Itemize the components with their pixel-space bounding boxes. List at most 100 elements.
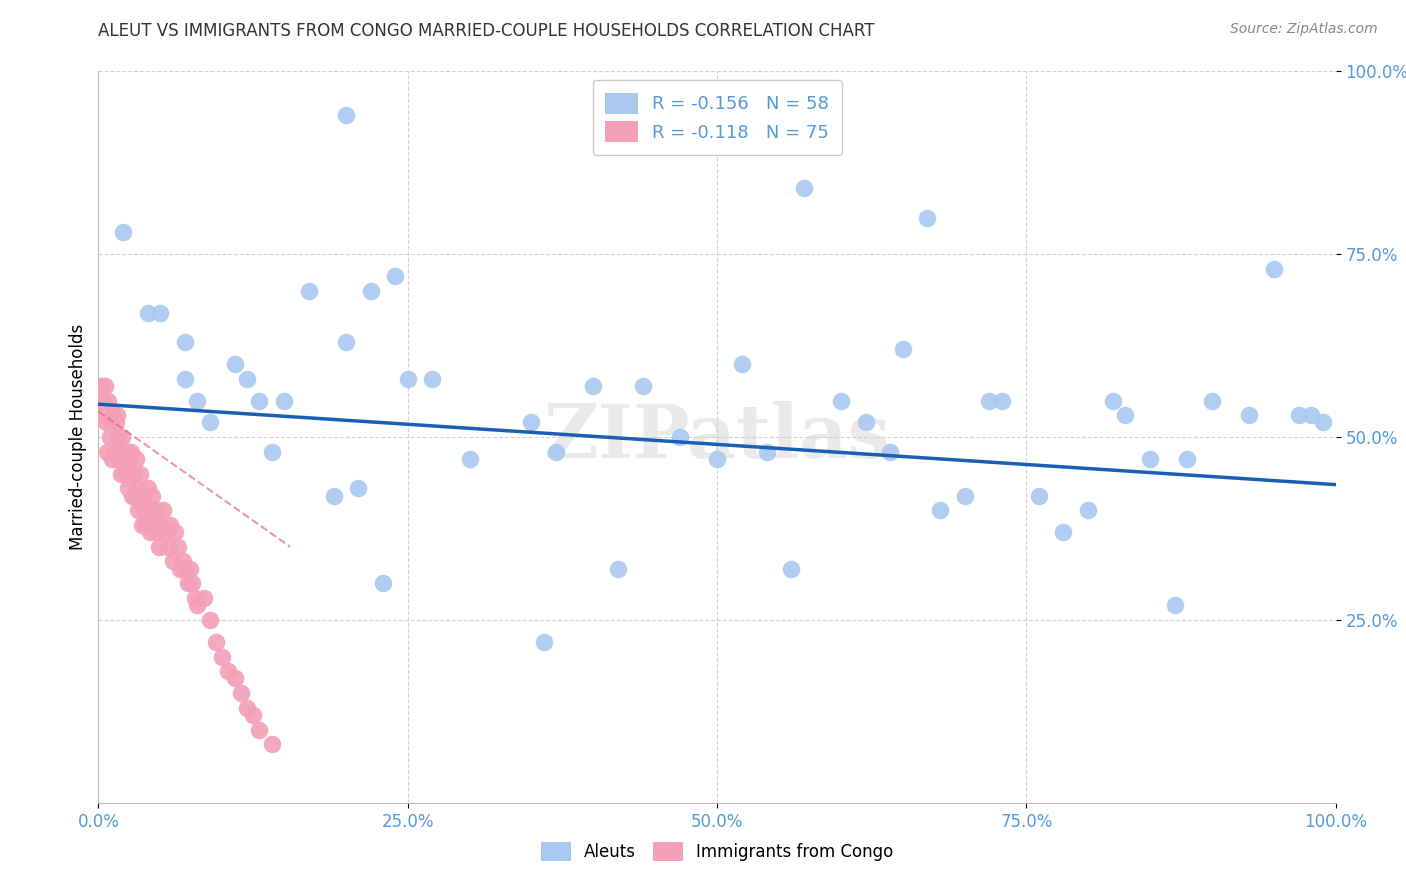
- Point: [520, 416, 543, 430]
- Point: [138, 503, 160, 517]
- Point: [114, 452, 136, 467]
- Point: [1263, 261, 1285, 276]
- Point: [979, 393, 1001, 408]
- Point: [706, 452, 728, 467]
- Point: [179, 562, 201, 576]
- Point: [1102, 393, 1125, 408]
- Legend: Aleuts, Immigrants from Congo: Aleuts, Immigrants from Congo: [534, 835, 900, 868]
- Point: [176, 576, 198, 591]
- Point: [148, 540, 170, 554]
- Point: [830, 393, 852, 408]
- Point: [156, 540, 179, 554]
- Point: [174, 562, 197, 576]
- Point: [224, 357, 246, 371]
- Point: [335, 334, 357, 349]
- Point: [211, 649, 233, 664]
- Point: [1201, 393, 1223, 408]
- Point: [953, 489, 976, 503]
- Point: [360, 284, 382, 298]
- Point: [145, 525, 167, 540]
- Point: [128, 489, 150, 503]
- Point: [236, 371, 259, 385]
- Point: [112, 225, 135, 239]
- Point: [104, 416, 127, 430]
- Point: [1312, 416, 1334, 430]
- Point: [93, 379, 115, 393]
- Point: [1052, 525, 1074, 540]
- Point: [891, 343, 914, 357]
- Point: [184, 591, 207, 605]
- Point: [108, 452, 131, 467]
- Point: [110, 467, 132, 481]
- Point: [224, 672, 246, 686]
- Point: [97, 393, 120, 408]
- Point: [143, 517, 166, 532]
- Point: [143, 503, 166, 517]
- Point: [169, 562, 191, 576]
- Point: [396, 371, 419, 385]
- Point: [198, 416, 221, 430]
- Point: [112, 444, 135, 458]
- Point: [94, 416, 117, 430]
- Point: [132, 489, 155, 503]
- Point: [298, 284, 321, 298]
- Point: [1288, 408, 1310, 422]
- Point: [136, 481, 159, 495]
- Point: [115, 444, 138, 458]
- Point: [98, 430, 121, 444]
- Point: [582, 379, 605, 393]
- Point: [193, 591, 215, 605]
- Point: [731, 357, 754, 371]
- Point: [149, 306, 172, 320]
- Point: [121, 489, 143, 503]
- Point: [129, 467, 152, 481]
- Point: [186, 393, 208, 408]
- Point: [335, 108, 357, 122]
- Point: [174, 334, 197, 349]
- Point: [118, 452, 141, 467]
- Point: [879, 444, 901, 458]
- Point: [186, 599, 208, 613]
- Point: [1077, 503, 1099, 517]
- Point: [1139, 452, 1161, 467]
- Point: [217, 664, 239, 678]
- Point: [91, 393, 114, 408]
- Point: [260, 737, 283, 751]
- Point: [755, 444, 778, 458]
- Y-axis label: Married-couple Households: Married-couple Households: [69, 324, 87, 550]
- Point: [136, 306, 159, 320]
- Point: [159, 517, 181, 532]
- Point: [134, 503, 156, 517]
- Point: [458, 452, 481, 467]
- Point: [990, 393, 1012, 408]
- Text: Source: ZipAtlas.com: Source: ZipAtlas.com: [1230, 22, 1378, 37]
- Point: [124, 489, 146, 503]
- Point: [917, 211, 939, 225]
- Point: [1175, 452, 1198, 467]
- Point: [1237, 408, 1260, 422]
- Point: [134, 517, 156, 532]
- Point: [236, 700, 259, 714]
- Point: [669, 430, 692, 444]
- Point: [103, 444, 125, 458]
- Point: [166, 540, 188, 554]
- Point: [122, 467, 145, 481]
- Point: [1299, 408, 1322, 422]
- Point: [855, 416, 877, 430]
- Point: [112, 467, 135, 481]
- Point: [90, 379, 112, 393]
- Point: [111, 430, 134, 444]
- Point: [1164, 599, 1187, 613]
- Point: [260, 444, 283, 458]
- Point: [120, 444, 142, 458]
- Point: [181, 576, 204, 591]
- Point: [793, 181, 815, 195]
- Point: [103, 408, 125, 422]
- Point: [247, 723, 270, 737]
- Point: [174, 371, 197, 385]
- Text: ZIPatlas: ZIPatlas: [544, 401, 890, 474]
- Point: [131, 517, 153, 532]
- Point: [152, 503, 174, 517]
- Point: [533, 635, 555, 649]
- Point: [347, 481, 370, 495]
